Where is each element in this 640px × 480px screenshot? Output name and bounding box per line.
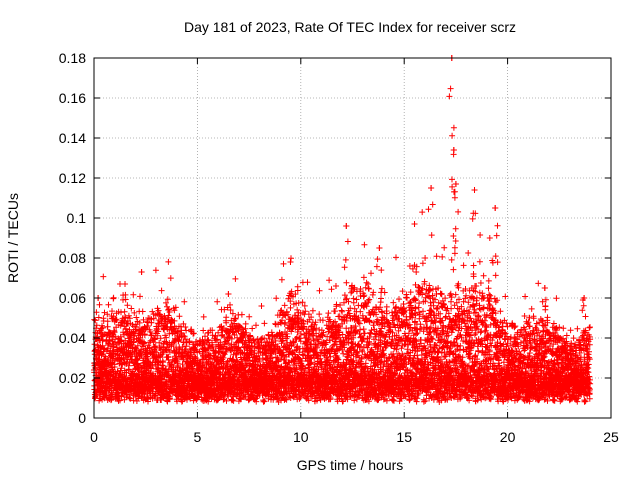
data-points bbox=[91, 55, 594, 405]
roti-peak-point bbox=[343, 223, 350, 229]
chart-title: Day 181 of 2023, Rate Of TEC Index for r… bbox=[184, 19, 516, 35]
roti-peak-point bbox=[376, 245, 383, 251]
y-tick-label: 0.02 bbox=[59, 370, 86, 386]
roti-peak-point bbox=[450, 147, 457, 153]
x-tick-label: 25 bbox=[603, 429, 619, 445]
roti-peak-point bbox=[225, 291, 232, 297]
roti-peak-point bbox=[541, 285, 548, 291]
x-tick-label: 10 bbox=[293, 429, 309, 445]
x-tick-label: 20 bbox=[500, 429, 516, 445]
x-tick-label: 0 bbox=[90, 429, 98, 445]
roti-peak-point bbox=[581, 295, 588, 301]
y-tick-label: 0.14 bbox=[59, 130, 86, 146]
axis-ticks: 0 0.02 0.04 0.06 0.08 0.1 0.12 0.14 0.16 0.18 0 5 10… bbox=[59, 50, 619, 445]
x-tick-label: 15 bbox=[396, 429, 412, 445]
y-tick-label: 0.12 bbox=[59, 170, 86, 186]
y-tick-label: 0.04 bbox=[59, 330, 86, 346]
roti-peak-point bbox=[428, 185, 435, 191]
y-tick-label: 0.08 bbox=[59, 250, 86, 266]
y-tick-label: 0.18 bbox=[59, 50, 86, 66]
roti-peak-point bbox=[452, 181, 459, 187]
roti-peak-point bbox=[411, 221, 418, 227]
y-tick-label: 0.16 bbox=[59, 90, 86, 106]
y-axis-label: ROTI / TECUs bbox=[5, 193, 21, 283]
x-axis-label: GPS time / hours bbox=[297, 457, 404, 473]
plot-frame bbox=[93, 57, 612, 419]
y-tick-label: 0.06 bbox=[59, 290, 86, 306]
roti-peak-point bbox=[122, 281, 129, 287]
y-tick-label: 0 bbox=[78, 410, 86, 426]
roti-point-cloud bbox=[91, 55, 594, 405]
x-tick-label: 5 bbox=[194, 429, 202, 445]
roti-peak-point bbox=[138, 269, 145, 275]
y-tick-label: 0.1 bbox=[67, 210, 87, 226]
roti-peak-point bbox=[332, 283, 339, 289]
roti-peak-point bbox=[471, 187, 478, 193]
roti-peak-point bbox=[287, 259, 294, 265]
roti-peak-point bbox=[492, 205, 499, 211]
